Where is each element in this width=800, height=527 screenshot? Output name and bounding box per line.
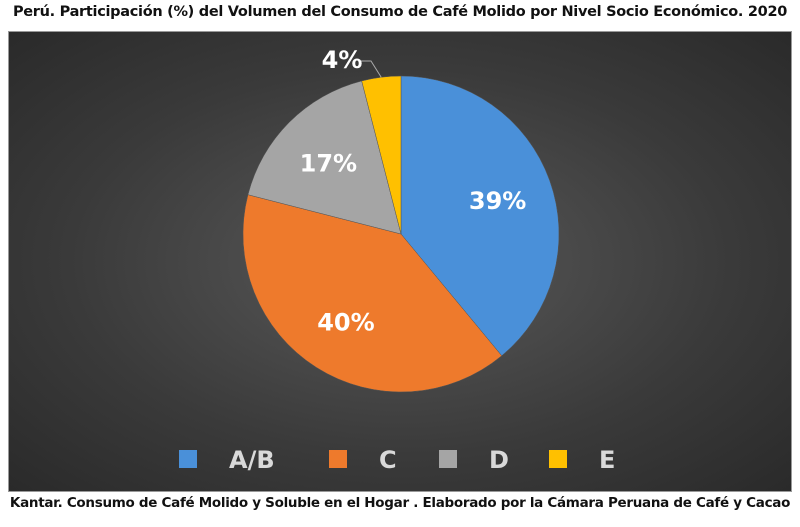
pie-chart: 39% 40% 17% 4% A/B C D E xyxy=(179,46,615,474)
data-label-ab: 39% xyxy=(469,187,526,215)
data-label-e: 4% xyxy=(322,46,363,74)
pie-slice-c xyxy=(242,194,503,393)
legend-label-d: D xyxy=(489,446,509,474)
data-label-d: 17% xyxy=(300,149,357,177)
legend-label-e: E xyxy=(599,446,615,474)
chart-title: Perú. Participación (%) del Volumen del … xyxy=(12,4,788,20)
data-label-c: 40% xyxy=(317,309,374,337)
legend-swatch-c xyxy=(329,450,347,468)
legend-label-ab: A/B xyxy=(229,446,275,474)
chart-area: 39% 40% 17% 4% A/B C D E xyxy=(8,31,792,492)
leader-line xyxy=(361,60,382,78)
legend-swatch-ab xyxy=(179,450,197,468)
pie-slice-e xyxy=(361,75,402,235)
pie-slice-ab xyxy=(400,75,560,357)
legend-swatch-e xyxy=(549,450,567,468)
source-footer: Kantar. Consumo de Café Molido y Soluble… xyxy=(9,495,791,511)
legend-label-c: C xyxy=(379,446,397,474)
legend-swatch-d xyxy=(439,450,457,468)
pie-slice-d xyxy=(247,80,402,235)
